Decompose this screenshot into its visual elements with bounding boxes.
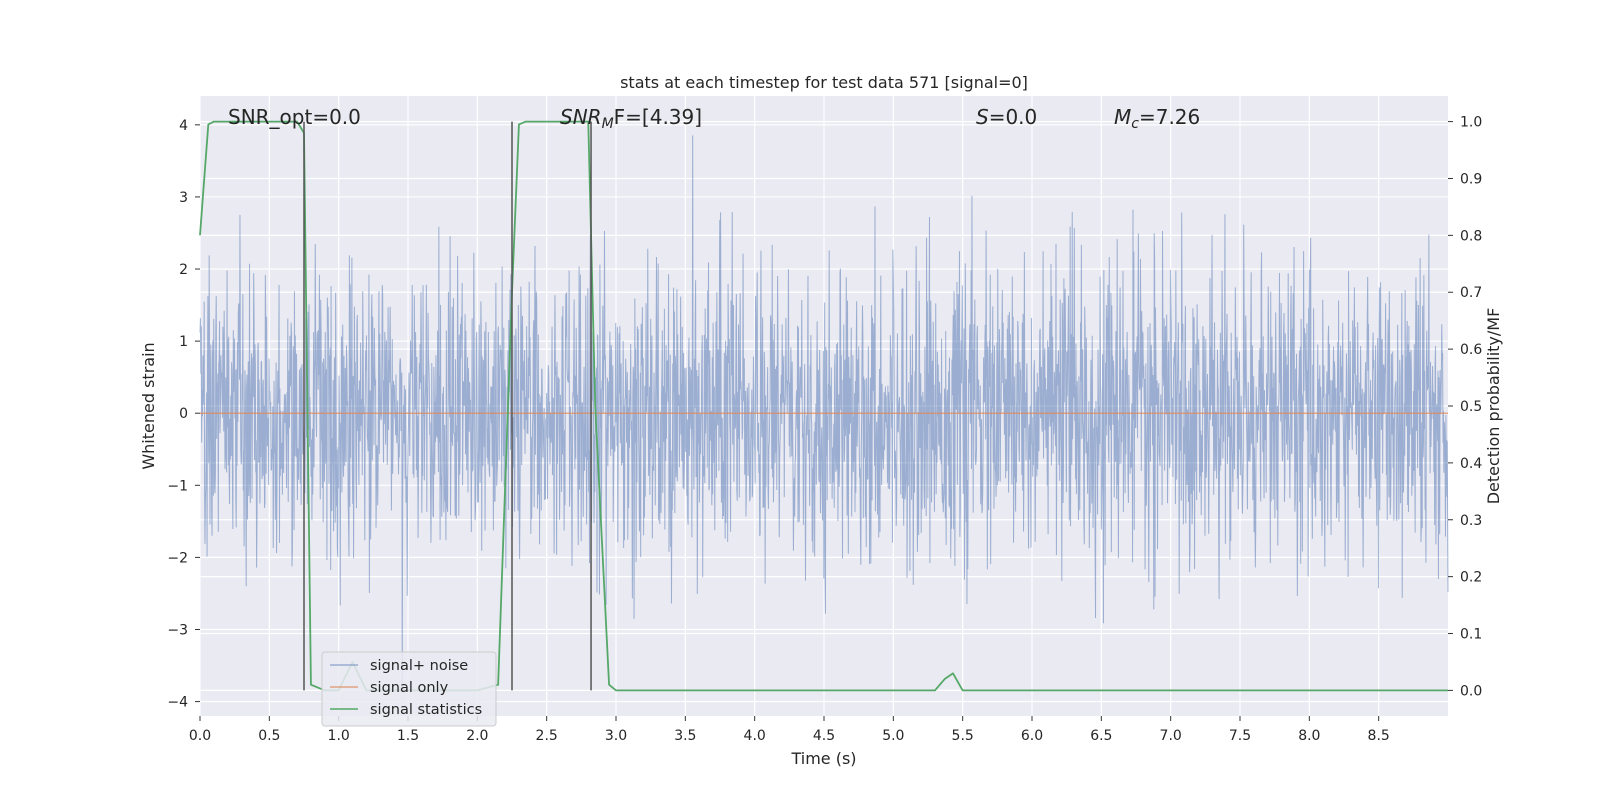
- annotation-snr-mf-rest: F=[4.39]: [614, 105, 702, 129]
- chart-title: stats at each timestep for test data 571…: [620, 73, 1028, 92]
- x-tick-label: 3.5: [674, 728, 696, 744]
- y-tick-label-right: 0.5: [1460, 399, 1482, 415]
- x-tick-label: 2.0: [466, 728, 488, 744]
- x-tick-label: 5.5: [952, 728, 974, 744]
- y-tick-label-left: −3: [167, 622, 188, 638]
- x-tick-label: 5.0: [882, 728, 904, 744]
- x-tick-label: 7.0: [1160, 728, 1182, 744]
- y-tick-label-right: 0.6: [1460, 342, 1482, 358]
- x-axis-label: Time (s): [790, 749, 856, 768]
- x-tick-label: 6.5: [1090, 728, 1112, 744]
- legend-label-signal-only: signal only: [370, 680, 449, 696]
- annotation-mc-sub: c: [1131, 116, 1139, 132]
- x-tick-label: 3.0: [605, 728, 627, 744]
- y-tick-label-right: 0.3: [1460, 513, 1482, 529]
- y-tick-label-left: 2: [179, 262, 188, 278]
- legend: signal+ noise signal only signal statist…: [321, 651, 497, 727]
- x-tick-label: 1.0: [328, 728, 350, 744]
- y-tick-label-right: 0.1: [1460, 627, 1482, 643]
- y-tick-label-right: 0.9: [1460, 171, 1482, 187]
- y-ticks-left: 4 3 2 1 0 −1 −2 −3 −4: [167, 118, 200, 711]
- signal-noise-series: [199, 135, 1449, 688]
- x-tick-label: 0.0: [189, 728, 211, 744]
- y-tick-label-left: −1: [167, 478, 188, 494]
- x-tick-label: 4.5: [813, 728, 835, 744]
- signal-statistics-line: [199, 120, 1448, 692]
- x-tick-label: 0.5: [258, 728, 280, 744]
- y-tick-label-right: 0.4: [1460, 456, 1482, 472]
- x-tick-label: 1.5: [397, 728, 419, 744]
- annotation-snr-mf: SNRMF=[4.39]: [560, 105, 702, 132]
- y-tick-label-left: 4: [179, 118, 188, 134]
- y-tick-label-right: 1.0: [1460, 115, 1482, 131]
- annotation-mc-main: M: [1114, 105, 1131, 129]
- y-tick-label-left: −4: [167, 695, 188, 711]
- legend-label-signal-statistics: signal statistics: [370, 702, 482, 718]
- x-tick-label: 6.0: [1021, 728, 1043, 744]
- y-tick-label-left: 0: [179, 406, 188, 422]
- y-tick-label-left: −2: [167, 550, 188, 566]
- y-tick-label-right: 0.0: [1460, 683, 1482, 699]
- annotation-snr-opt: SNR_opt=0.0: [228, 105, 361, 129]
- vertical-markers: [303, 121, 592, 691]
- annotation-mc: Mc=7.26: [1114, 105, 1200, 132]
- x-tick-label: 8.5: [1368, 728, 1390, 744]
- y-tick-label-right: 0.8: [1460, 228, 1482, 244]
- x-tick-label: 8.0: [1298, 728, 1320, 744]
- y-tick-label-right: 0.2: [1460, 570, 1482, 586]
- annotation-s: S=0.0: [976, 105, 1037, 129]
- x-tick-label: 4.0: [744, 728, 766, 744]
- annotation-mc-rest: =7.26: [1139, 105, 1200, 129]
- annotation-snr-mf-sub: M: [602, 116, 614, 132]
- annotation-s-rest: =0.0: [989, 105, 1038, 129]
- x-tick-label: 7.5: [1229, 728, 1251, 744]
- annotation-s-main: S: [976, 105, 989, 129]
- series-lines: [199, 120, 1448, 692]
- y-tick-label-right: 0.7: [1460, 285, 1482, 301]
- legend-box: [321, 651, 497, 727]
- annotation-snr-mf-main: SNR: [560, 105, 602, 129]
- y-tick-label-left: 3: [179, 190, 188, 206]
- legend-label-signal-noise: signal+ noise: [370, 658, 468, 674]
- x-tick-label: 2.5: [536, 728, 558, 744]
- y-tick-label-left: 1: [179, 334, 188, 350]
- y-ticks-right: 1.0 0.9 0.8 0.7 0.6 0.5 0.4 0.3 0.2 0.1 0.0: [1448, 115, 1482, 699]
- y-axis-label-left: Whitened strain: [139, 342, 158, 469]
- signal-noise-line: [199, 135, 1449, 688]
- x-ticks: 0.0 0.5 1.0 1.5 2.0 2.5 3.0 3.5 4.0 4.5 5.0 5.5 6.0 6…: [189, 716, 1390, 744]
- y-axis-label-right: Detection probability/MF: [1484, 308, 1503, 505]
